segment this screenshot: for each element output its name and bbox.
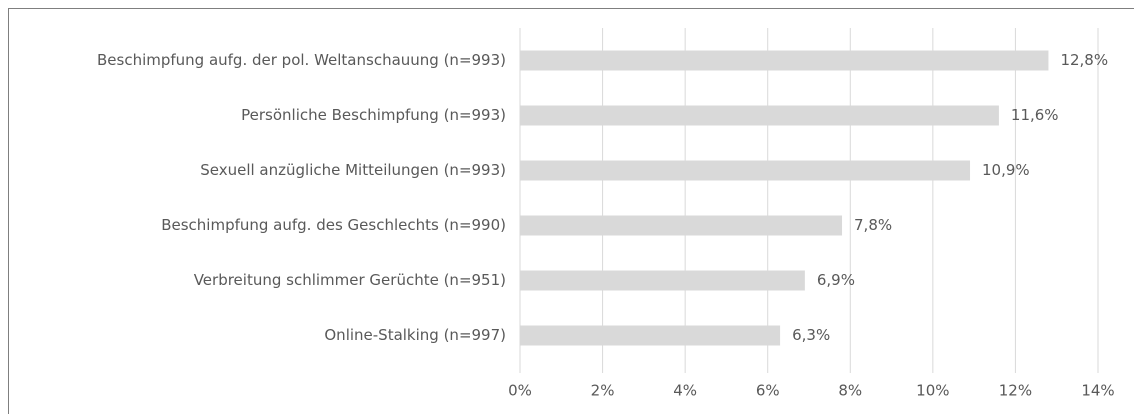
y-tick-label: Persönliche Beschimpfung (n=993)	[241, 106, 506, 124]
x-tick-label: 8%	[838, 382, 862, 400]
x-tick-label: 14%	[1081, 382, 1114, 400]
y-tick-label: Online-Stalking (n=997)	[324, 326, 506, 344]
data-label: 6,3%	[792, 326, 830, 344]
bar	[520, 160, 971, 181]
data-label: 12,8%	[1060, 51, 1108, 69]
bar	[520, 215, 843, 236]
x-tick-label: 0%	[508, 382, 532, 400]
y-tick-label: Verbreitung schlimmer Gerüchte (n=951)	[194, 271, 506, 289]
data-label: 7,8%	[854, 216, 892, 234]
x-tick-label: 12%	[999, 382, 1032, 400]
bar	[520, 50, 1049, 71]
chart-frame	[8, 8, 1134, 414]
x-tick-label: 2%	[591, 382, 615, 400]
bar	[520, 105, 999, 126]
bar	[520, 270, 805, 291]
x-tick-label: 4%	[673, 382, 697, 400]
bar	[520, 325, 781, 346]
data-label: 11,6%	[1011, 106, 1059, 124]
x-tick-label: 10%	[916, 382, 949, 400]
y-tick-label: Beschimpfung aufg. des Geschlechts (n=99…	[161, 216, 506, 234]
y-tick-label: Beschimpfung aufg. der pol. Weltanschauu…	[97, 51, 506, 69]
data-label: 10,9%	[982, 161, 1030, 179]
x-tick-label: 6%	[756, 382, 780, 400]
y-tick-label: Sexuell anzügliche Mitteilungen (n=993)	[200, 161, 506, 179]
data-label: 6,9%	[817, 271, 855, 289]
